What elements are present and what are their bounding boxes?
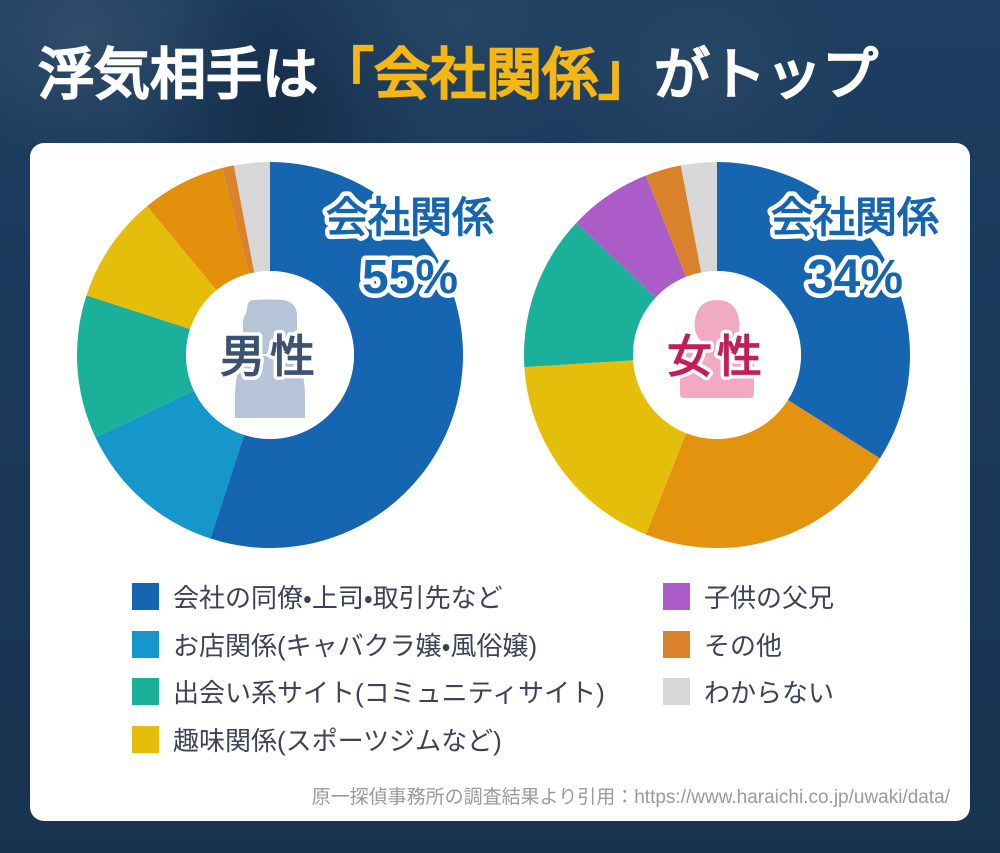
svg-text:34%: 34% bbox=[807, 251, 903, 304]
svg-text:会社関係: 会社関係 bbox=[326, 194, 494, 241]
svg-text:55%: 55% bbox=[362, 251, 458, 304]
svg-text:会社関係: 会社関係 bbox=[771, 194, 939, 241]
